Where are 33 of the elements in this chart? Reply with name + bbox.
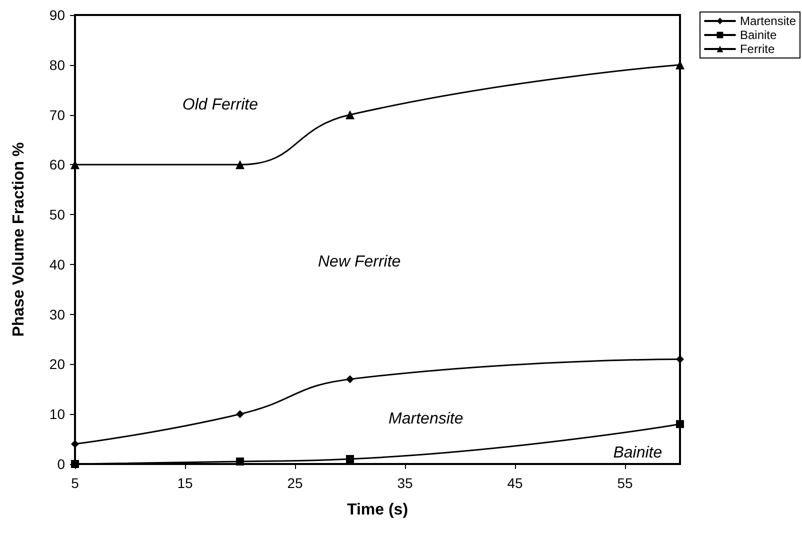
point (236, 160, 244, 170)
y-tick-label: 40 (49, 256, 66, 272)
x-tick-label: 45 (507, 475, 523, 491)
point (346, 455, 354, 464)
x-tick-label: 35 (397, 475, 413, 491)
legend-label: Ferrite (740, 42, 775, 56)
annotation: Old Ferrite (182, 96, 258, 114)
y-tick-label: 80 (49, 56, 66, 73)
point (236, 458, 244, 466)
y-tick-label: 10 (49, 406, 66, 422)
legend-label: Martensite (740, 14, 796, 28)
x-tick-label: 15 (177, 475, 193, 491)
y-axis-title: Phase Volume Fraction % (10, 142, 28, 337)
annotation: Bainite (613, 444, 662, 462)
legend-label: Bainite (740, 28, 777, 42)
y-tick-label: 0 (57, 456, 66, 472)
x-axis-title: Time (s) (346, 502, 408, 518)
annotation: New Ferrite (318, 253, 401, 270)
x-tick-label: 55 (617, 475, 633, 491)
y-tick-label: 50 (49, 206, 66, 223)
point (346, 110, 354, 120)
point (236, 410, 244, 418)
point (676, 420, 684, 428)
y-tick-label: 30 (49, 306, 66, 322)
point (346, 375, 354, 384)
point (676, 355, 684, 364)
y-tick-label: 20 (49, 356, 66, 372)
x-tick-label: 5 (71, 475, 80, 491)
y-tick-label: 60 (49, 156, 66, 173)
y-tick-label: 70 (49, 106, 66, 123)
annotation: Martensite (388, 410, 464, 428)
y-tick-label: 90 (49, 7, 66, 23)
x-tick-label: 25 (287, 475, 303, 491)
